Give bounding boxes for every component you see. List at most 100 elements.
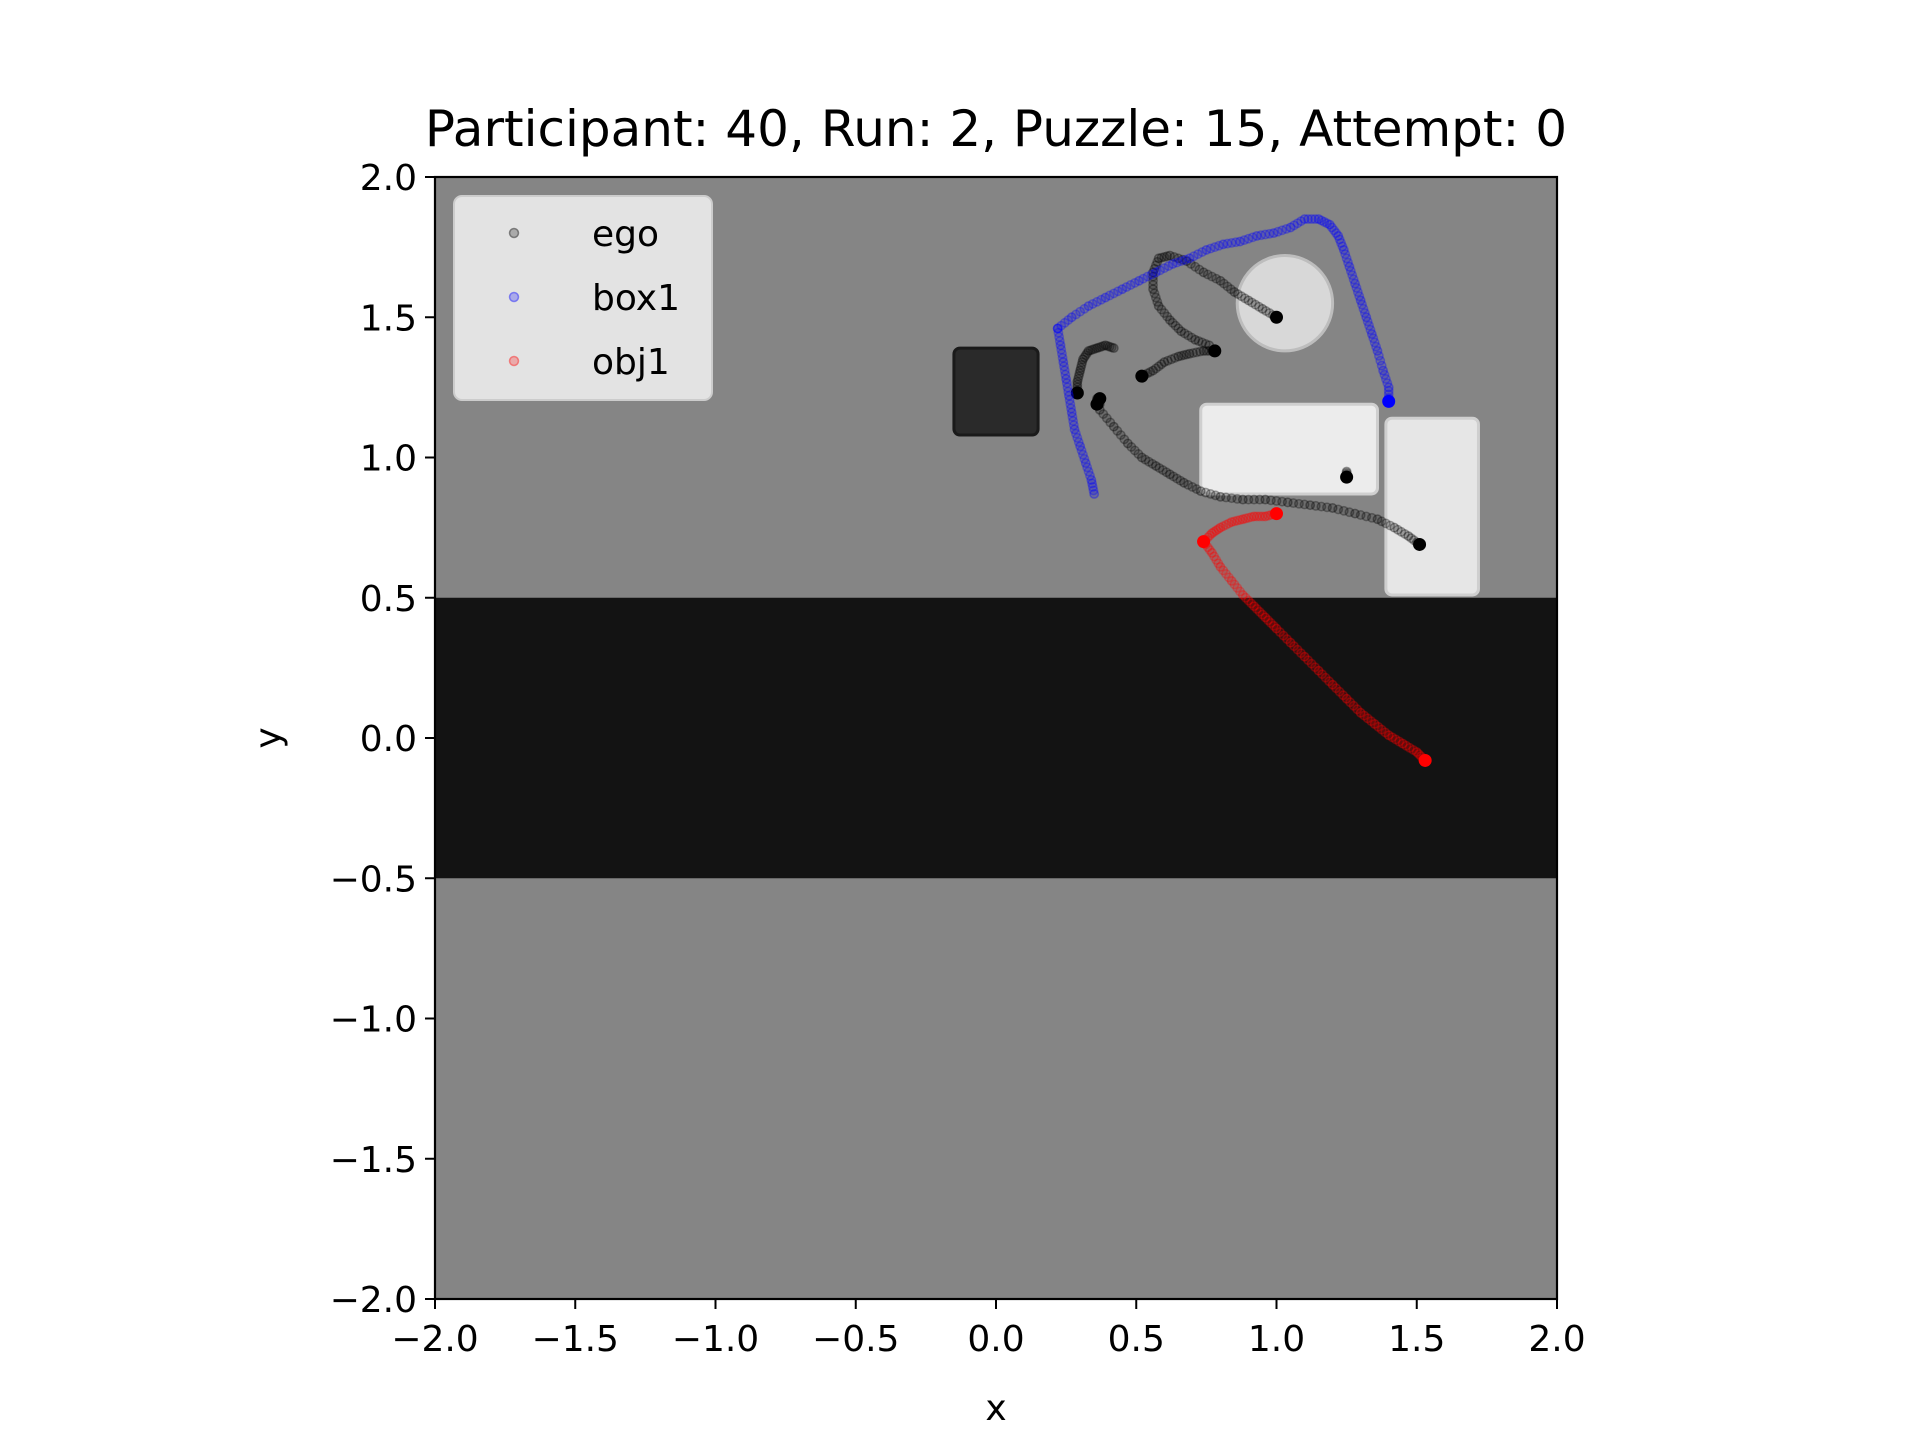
box1-point [1167,259,1178,269]
box1-point [1059,317,1070,328]
ego-point [1380,518,1391,529]
obj1-point [1348,700,1359,711]
box1-point [1340,249,1351,260]
box1-point [1368,333,1379,344]
y-axis-label: y [248,727,289,748]
obj1-point [1366,716,1377,727]
ego-point [1148,267,1159,278]
obj1-point [1226,575,1237,586]
box1-point [1362,316,1373,327]
ego-point [1207,271,1217,282]
box1-point [1218,239,1229,250]
obj1-point [1359,710,1370,721]
box1-point [1129,277,1140,288]
obj1-point [1265,618,1276,628]
legend-label-ego: ego [592,214,659,255]
ego-point [1159,251,1170,262]
obj1-point [1218,565,1229,576]
ego-point [1406,533,1417,544]
ego-point [1075,362,1086,373]
obj1-point [1249,601,1260,612]
ego-point [1183,479,1194,490]
ego-point [1167,317,1178,328]
obj1-point [1235,514,1245,525]
ego-final-point [1135,369,1149,383]
obj1-point [1218,521,1229,532]
box1-point [1382,378,1393,389]
ego-point [1074,368,1085,379]
box1-point [1260,229,1271,240]
ego-final-point [1270,310,1283,324]
box1-point [1085,470,1095,481]
ego-point [1156,359,1167,370]
box1-point [1134,275,1145,286]
ego-point [1162,355,1173,366]
ego-point [1119,434,1130,445]
ego-point [1366,512,1377,523]
ego-point [1173,253,1184,264]
ego-point [1149,288,1160,299]
ego-point [1115,430,1126,441]
box1-point [1087,478,1098,489]
ego-point [1305,500,1316,511]
box1-point [1055,340,1066,351]
y-tick-label: −0.5 [330,859,417,900]
x-tick-label: −2.0 [391,1319,478,1360]
obj1-point [1209,551,1220,562]
obj1-point [1251,604,1262,614]
ego-point [1200,338,1211,349]
obj1-point [1213,558,1224,569]
obj1-point [1232,582,1243,593]
ego-point [1156,252,1167,263]
ego-point [1232,289,1243,300]
scene-dark-box-0 [952,346,1040,437]
ego-point [1147,458,1158,469]
box1-point [1159,263,1170,274]
box1-point [1163,261,1174,272]
x-tick-label: −1.5 [532,1319,619,1360]
obj1-point [1237,514,1248,525]
ego-point [1152,296,1163,307]
box1-point [1075,441,1086,452]
ego-point [1082,348,1093,358]
ego-point [1098,409,1109,419]
ego-final-point [1208,344,1222,358]
box1-point [1310,214,1321,225]
ego-point [1186,332,1197,343]
box1-point [1117,284,1128,295]
obj1-final-point [1418,753,1432,767]
box1-point [1056,320,1067,331]
box1-point [1066,407,1077,418]
box1-point [1239,235,1250,246]
ego-point [1092,343,1102,354]
ego-point [1243,295,1254,306]
ego-point [1389,522,1400,533]
box1-point [1380,374,1391,384]
ego-point [1106,342,1117,353]
box1-point [1372,345,1383,356]
ego-point [1205,489,1216,499]
ego-point [1105,417,1116,428]
obj1-point [1215,561,1226,572]
obj1-point [1254,511,1265,522]
ego-point [1254,494,1265,505]
box1-point [1361,312,1372,323]
box1-point [1316,215,1327,226]
x-tick-label: 2.0 [1528,1319,1585,1360]
box1-point [1125,280,1136,290]
obj1-point [1215,522,1226,533]
ego-point [1327,503,1338,513]
box1-point [1075,306,1086,317]
box1-point [1180,254,1191,265]
box1-point [1343,257,1353,268]
ego-point [1200,487,1211,498]
ego-point [1078,354,1088,365]
ego-point [1257,303,1268,314]
obj1-point [1243,595,1254,606]
box1-point [1104,290,1115,301]
obj1-point [1209,526,1220,537]
ego-point [1157,465,1168,476]
ego-point [1133,449,1144,459]
legend-label-box1: box1 [592,278,680,319]
box1-point [1082,462,1093,473]
